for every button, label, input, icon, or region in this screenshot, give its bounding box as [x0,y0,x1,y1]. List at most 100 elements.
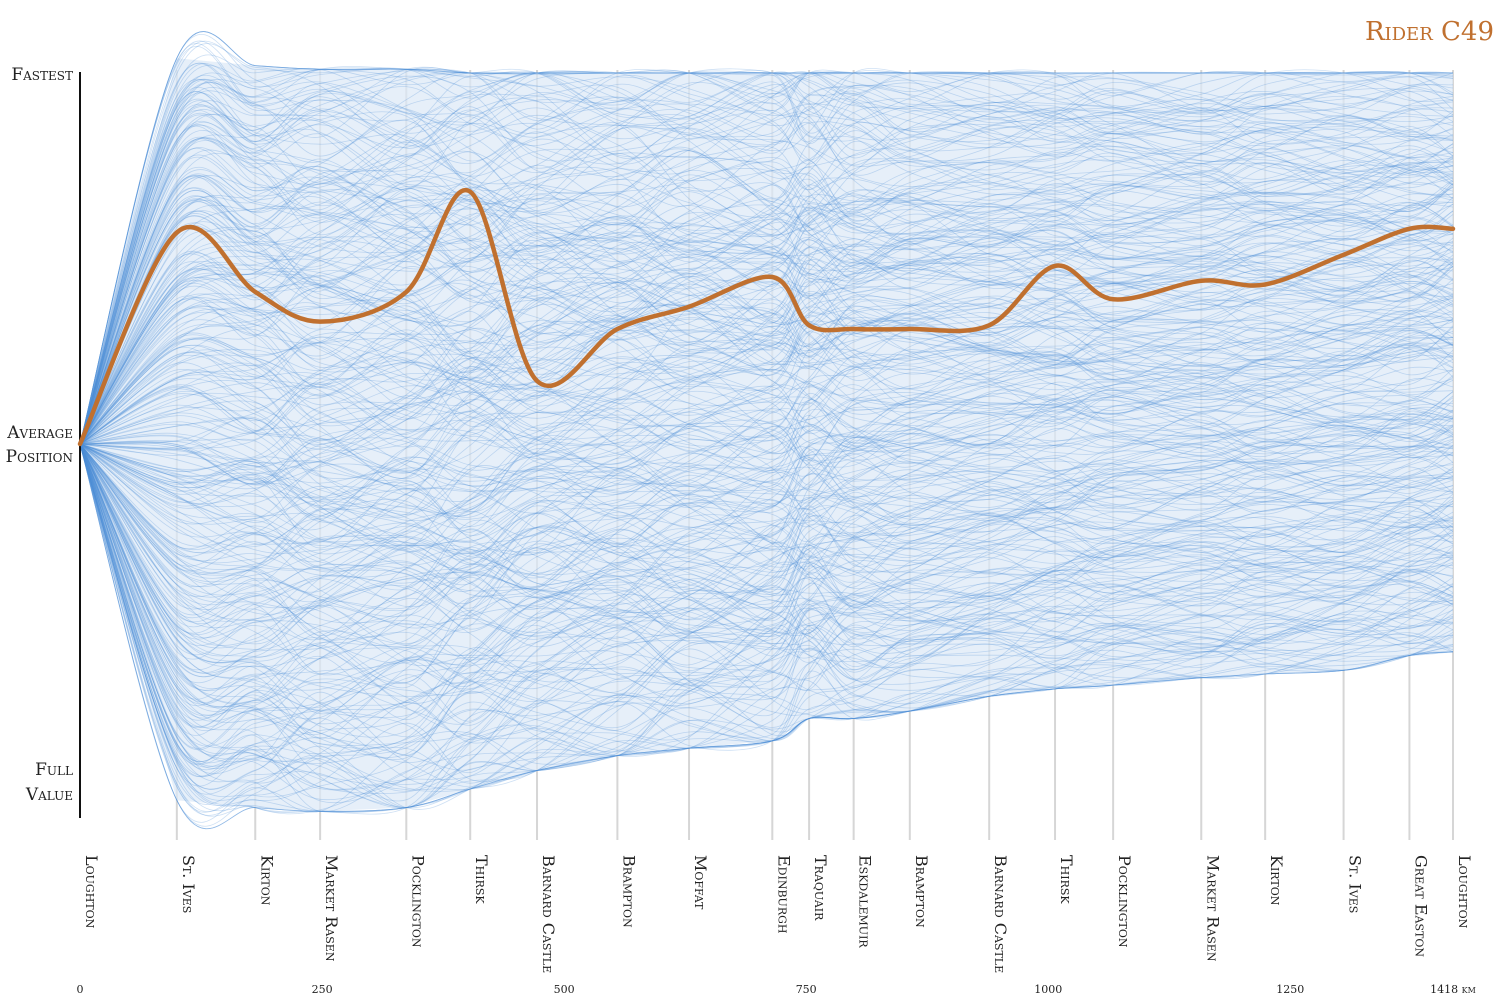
rider-line [79,241,1454,445]
rider-line [79,443,1454,684]
rider-line [79,443,1454,812]
rider-line [79,337,1454,502]
rider-line [79,69,1454,445]
rider-line [79,300,1454,482]
rider-line [79,329,1454,458]
rider-line [79,240,1454,445]
rider-line [79,114,1454,445]
rider-line [79,424,1454,622]
rider-line [79,443,1454,830]
rider-line [79,54,1454,445]
rider-line [79,443,1454,595]
rider-line [79,202,1454,445]
rider-line [79,247,1454,445]
rider-line [79,81,1454,445]
rider-line [79,117,1454,445]
rider-line [79,101,1454,445]
rider-line [79,248,1454,445]
rider-line [79,288,1454,445]
rider-line [79,273,1454,445]
rider-line [79,261,1454,445]
control-label: Loughton [82,855,101,929]
rider-line [79,433,1454,556]
rider-line [79,443,1454,790]
rider-line [79,443,1454,619]
rider-line [79,362,1454,529]
rider-line [79,318,1454,551]
rider-line [79,72,1454,445]
rider-line [79,109,1454,445]
rider-line [79,443,1454,645]
rider-line [79,296,1454,445]
rider-line [79,130,1454,445]
control-label: Barnard Castle [991,855,1010,973]
rider-line [79,119,1454,445]
rider-line [79,443,1454,791]
rider-line [79,214,1454,445]
rider-line [79,96,1454,445]
rider-line [79,281,1454,479]
rider-line [79,87,1454,445]
rider-line [79,182,1454,445]
rider-line [79,100,1454,445]
rider-line [79,374,1454,545]
rider-line [79,443,1454,607]
rider-line [79,443,1454,621]
rider-line [79,382,1454,593]
control-label: Edinburgh [774,855,793,934]
rider-line [79,40,1454,445]
rider-line [79,237,1454,445]
rider-line [79,326,1454,486]
rider-line [79,276,1454,445]
rider-line [79,443,1454,771]
x-tick-label: 1418 km [1430,983,1476,996]
rider-line [79,63,1454,445]
rider-line [79,86,1454,445]
rider-line [79,443,1454,641]
rider-line [79,443,1454,812]
rider-line [79,443,1454,684]
rider-line [79,309,1454,453]
rider-line [79,65,1454,445]
control-label: Market Rasen [322,855,341,962]
rider-line [79,218,1454,445]
rider-line [79,443,1454,636]
rider-line [79,443,1454,725]
rider-line [79,439,1454,558]
rider-line [79,443,1454,801]
rider-line [79,284,1454,445]
rider-line [79,443,1454,764]
control-label: Loughton [1455,855,1474,929]
rider-line [79,443,1454,656]
y-label-top: Fastest [11,65,73,85]
rider-line [79,111,1454,445]
rider-line [79,443,1454,705]
rider-line [79,443,1454,648]
rider-line [79,153,1454,445]
rider-line [79,443,1454,816]
rider-line [79,443,1454,807]
rider-line [79,160,1454,445]
rider-line [79,443,1454,715]
rider-line [79,425,1454,613]
rider-line [79,63,1454,445]
rider-line [79,72,1454,445]
rider-line [79,443,1454,726]
rider-line [79,300,1454,479]
rider-line [79,443,1454,804]
rider-line [79,369,1454,524]
rider-line [79,289,1454,445]
rider-line [79,251,1454,445]
rider-line [79,84,1454,445]
rider-line [79,443,1454,692]
rider-line [79,31,1454,445]
rider-line [79,72,1454,445]
rider-line [79,72,1454,445]
rider-line [79,443,1454,752]
rider-line [79,175,1454,445]
rider-line [79,443,1454,595]
rider-line [79,240,1454,445]
rider-line [79,443,1454,660]
rider-line [79,84,1454,445]
rider-line [79,259,1454,445]
